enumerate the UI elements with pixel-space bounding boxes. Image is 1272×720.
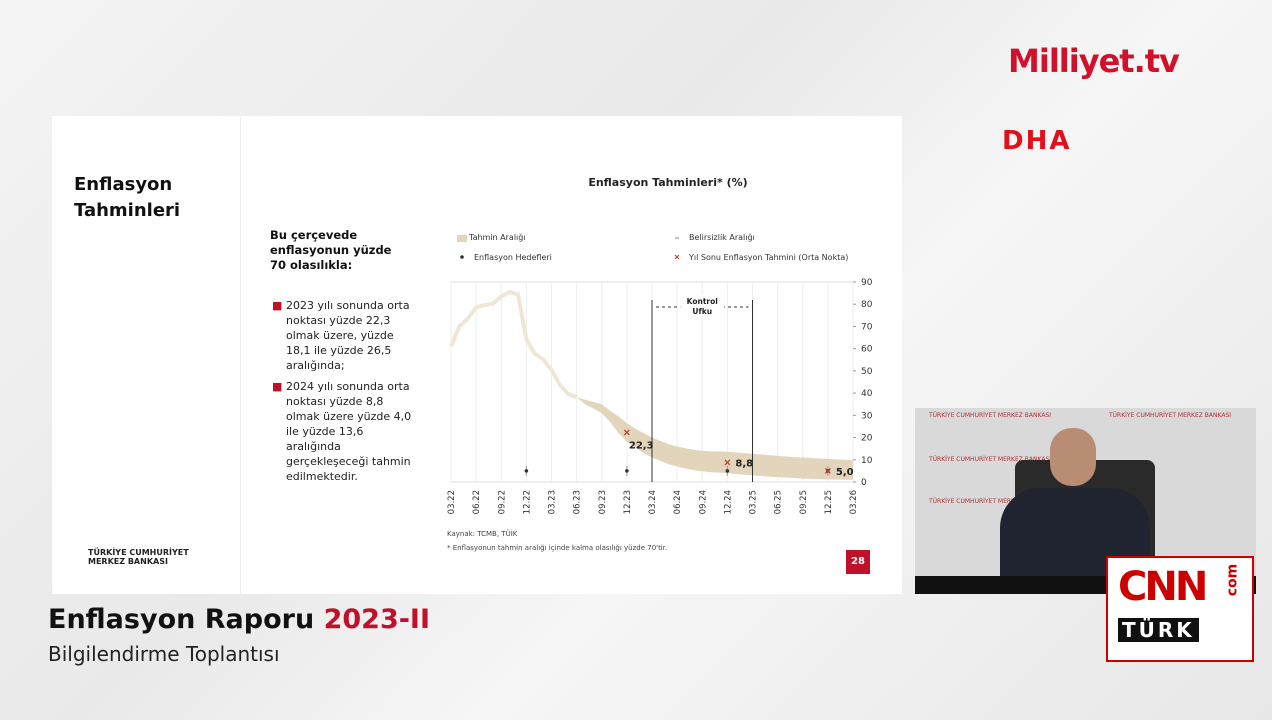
legend-label: Enflasyon Hedefleri [474,253,552,262]
x-tick-label: 12.25 [824,490,834,514]
y-tick-label: 90 [861,278,873,288]
x-tick-label: 06.22 [472,490,482,514]
legend-swatch [460,255,464,259]
target-dot [725,469,730,473]
data-label: 5,0 [836,467,854,478]
x-tick-label: 12.23 [623,490,633,514]
y-tick-label: 30 [861,411,873,421]
backdrop-text: TÜRKİYE CUMHURİYET MERKEZ BANKASI [1109,412,1232,419]
edition: 2023-II [323,604,431,635]
logo-text: TÜRKİYE CUMHURİYET MERKEZ BANKASI [88,548,189,566]
logo-line: MERKEZ BANKASI [88,557,168,566]
cnn: CNN [1118,564,1208,610]
legend-swatch [457,235,467,242]
turk: TÜRK [1118,618,1199,642]
page-number: 28 [846,550,870,574]
agency-logo: DHA [1002,126,1072,156]
heading: Enflasyon [74,174,173,195]
x-tick-label: 09.23 [598,490,608,514]
y-tick-label: 40 [861,389,873,399]
x-tick-label: 06.25 [774,490,784,514]
cnn-logo: CNN TÜRK com [1106,556,1254,662]
backdrop-text: TÜRKİYE CUMHURİYET MERKEZ BANKASI [929,456,1052,463]
x-tick-label: 12.22 [522,490,532,514]
inflation-line [449,289,578,399]
target-dot [524,469,529,473]
data-label: 22,3 [629,440,654,451]
lower-third-title: Enflasyon Raporu 2023-II [48,604,430,635]
chart: Enflasyon Tahminleri* (%) 03.22 06.22 09.2… [447,176,873,514]
bullets: ■ 2023 yılı sonunda orta noktası yüzde 22… [272,298,412,484]
chart-title: Enflasyon Tahminleri* (%) [588,176,747,189]
midpoint-mark [724,459,731,466]
y-tick-label: 0 [861,478,867,488]
x-tick-label: 09.24 [698,490,708,514]
source: Kaynak: TCMB, TÜİK [447,530,518,538]
title: Enflasyon Raporu [48,604,315,635]
x-tick-label: 03.26 [849,490,859,514]
horizon-label: Ufku [692,307,712,316]
y-tick-label: 60 [861,345,873,355]
bullet: ■ 2024 yılı sonunda orta noktası yüzde 8,… [272,380,412,483]
x-tick-label: 06.24 [673,490,683,514]
y-tick-label: 70 [861,322,873,332]
horizon-label: Kontrol [687,297,718,306]
footnote: * Enflasyonun tahmin aralığı içinde kalm… [447,544,668,552]
backdrop-text: TÜRKİYE CUMHURİYET MERKEZ BANKASI [929,498,1052,505]
y-tick-label: 50 [861,367,873,377]
x-tick-label: 03.24 [648,490,658,514]
horizon-box [680,294,725,318]
midpoint-mark [623,429,630,436]
legend-label: Yıl Sonu Enflasyon Tahmini (Orta Nokta) [688,253,848,262]
speaker-head [1050,428,1096,486]
x-tick-label: 03.23 [548,490,558,514]
com: com [1224,563,1241,597]
midpoint-mark [824,467,831,474]
x-tick-label: 06.23 [573,490,583,514]
backdrop-text: TÜRKİYE CUMHURİYET MERKEZ BANKASI [929,412,1052,419]
legend-swatch [674,254,680,260]
bullet-text: 2023 yılı sonunda orta noktası yüzde 22,… [286,299,410,372]
y-tick-label: 10 [861,456,873,466]
intro: Bu çerçevede enflasyonun yüzde 70 olasıl… [270,228,392,272]
x-tick-label: 12.24 [723,490,733,514]
target-dot [625,469,629,473]
logo-line: TÜRKİYE CUMHURİYET [88,548,189,557]
forecast-band [576,397,853,480]
x-tick-label: 09.22 [497,490,507,514]
bullet: ■ 2023 yılı sonunda orta noktası yüzde 22… [272,299,410,372]
y-tick-label: 20 [861,434,873,444]
slide-side: Enflasyon Tahminleri TÜRKİYE CUMHURİYET M… [52,116,241,594]
lower-third-subtitle: Bilgilendirme Toplantısı [48,642,280,666]
x-tick-label: 03.25 [749,490,759,514]
x-tick-label: 09.25 [799,490,809,514]
data-label: 8,8 [735,458,753,469]
heading: Tahminleri [74,200,181,221]
video-inset: TÜRKİYE CUMHURİYET MERKEZ BANKASI TÜRKİY… [915,408,1256,594]
legend-label: Tahmin Aralığı [468,233,526,242]
x-tick-label: 03.22 [447,490,457,514]
y-tick-label: 80 [861,300,873,310]
legend-label: Belirsizlik Aralığı [689,233,755,242]
channel-logo: Milliyet.tv [1008,42,1180,80]
bullet-text: 2024 yılı sonunda orta noktası yüzde 8,8… [286,380,412,483]
